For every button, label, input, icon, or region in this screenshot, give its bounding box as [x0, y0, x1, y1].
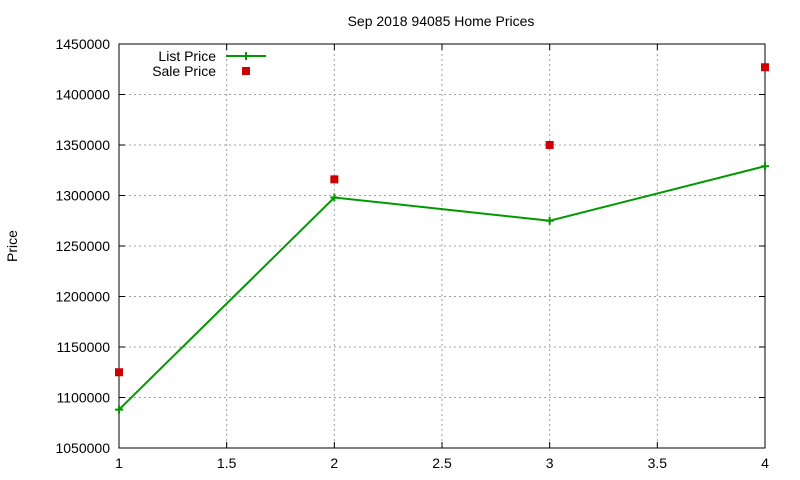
series-layer — [115, 63, 769, 414]
sale-price-point — [115, 368, 123, 377]
y-tick-label: 1100000 — [57, 390, 111, 406]
list-price-point — [545, 216, 554, 225]
list-price-point — [761, 162, 769, 171]
legend-label-sale-price: Sale Price — [152, 63, 216, 79]
chart-title: Sep 2018 94085 Home Prices — [348, 13, 535, 29]
legend-marker-list-price — [242, 52, 250, 60]
x-tick-label: 3 — [546, 455, 554, 471]
sale-price-point — [545, 141, 554, 149]
list-price-point — [330, 193, 339, 202]
list-price-line — [118, 165, 766, 411]
x-tick-label: 2.5 — [432, 455, 452, 471]
y-tick-label: 1250000 — [55, 238, 110, 254]
plot-frame — [118, 43, 766, 449]
x-tick-label: 1.5 — [217, 455, 237, 471]
y-tick-label: 1450000 — [55, 36, 110, 52]
x-tick-label: 2 — [330, 455, 338, 471]
sale-price-point — [330, 175, 339, 184]
y-tick-label: 1300000 — [55, 188, 110, 204]
legend-swatch-sale-price — [242, 67, 250, 75]
y-tick-label: 1050000 — [55, 440, 110, 456]
y-tick-label: 1400000 — [55, 87, 110, 103]
x-tick-label: 3.5 — [648, 455, 668, 471]
axis-ticks: 1 1.5 2 2.5 3 3.5 4 1050000 1100000 1150000 120000… — [55, 36, 769, 471]
y-tick-label: 1200000 — [55, 289, 110, 305]
y-tick-label: 1350000 — [55, 137, 110, 153]
legend-label-list-price: List Price — [158, 48, 216, 64]
x-tick-label: 4 — [761, 455, 769, 471]
y-tick-label: 1150000 — [57, 339, 111, 355]
grid — [119, 44, 765, 448]
list-price-point — [115, 405, 123, 414]
x-tick-label: 1 — [115, 455, 123, 471]
y-axis-label: Price — [4, 230, 20, 262]
sale-price-point — [761, 63, 769, 72]
